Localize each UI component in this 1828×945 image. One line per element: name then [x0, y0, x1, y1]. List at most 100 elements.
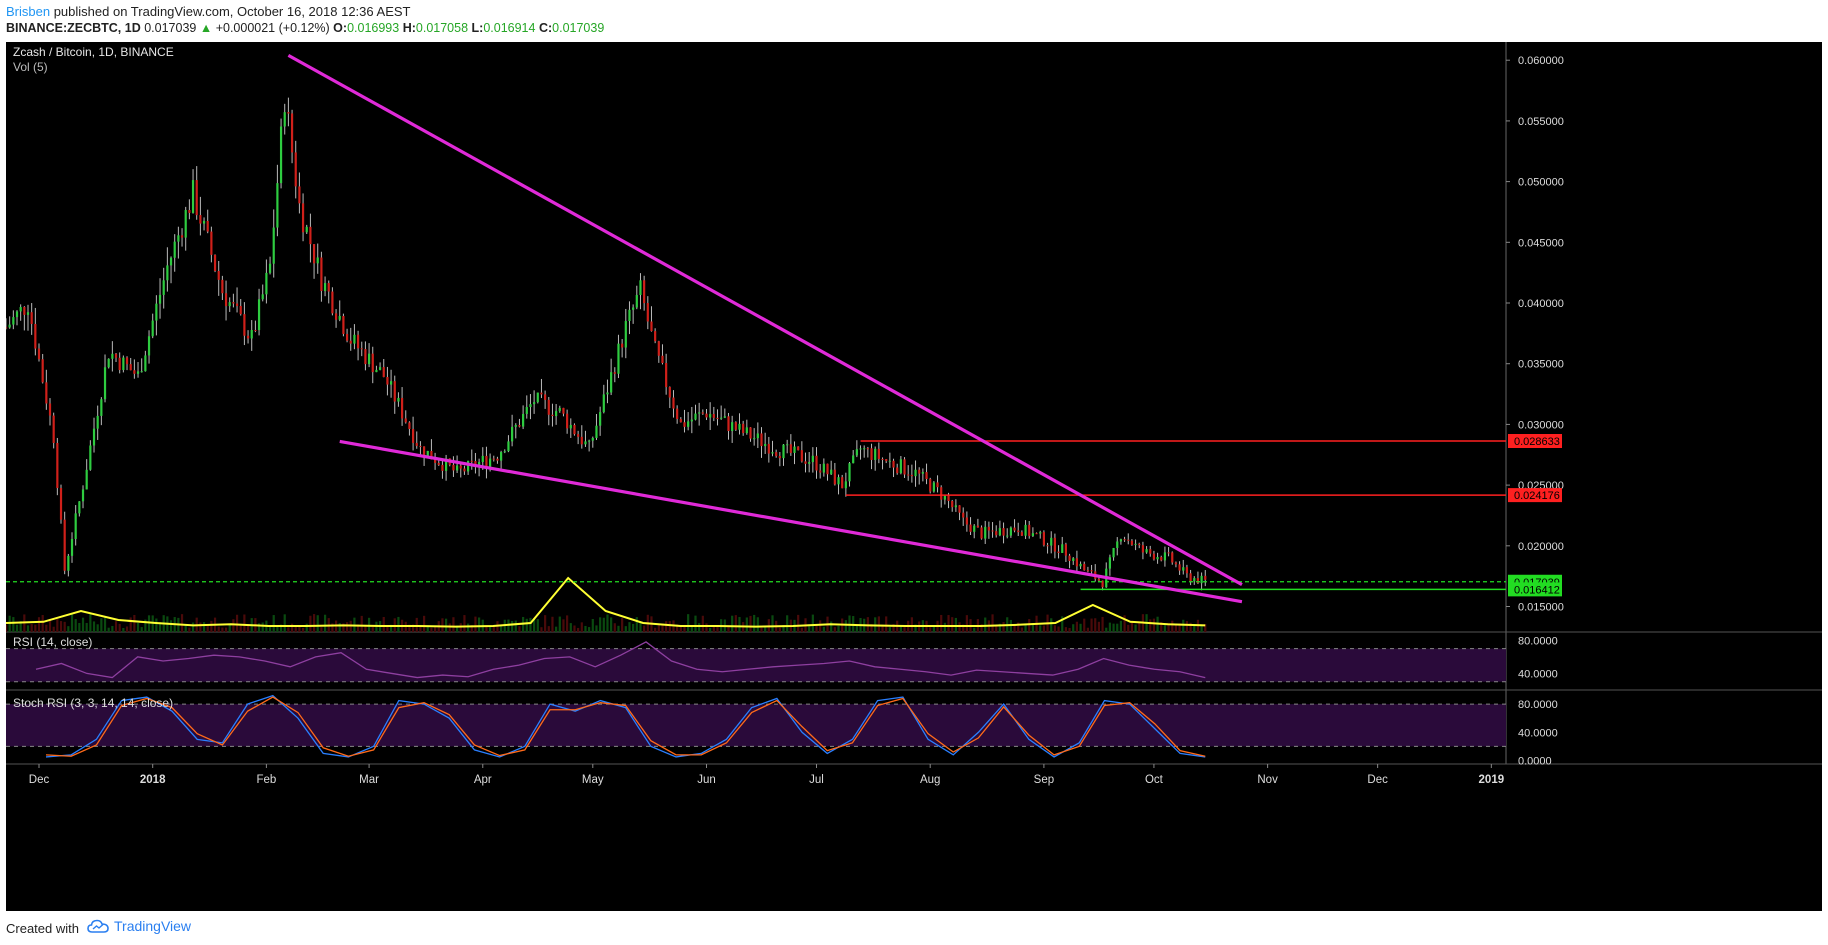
- candle-body: [485, 455, 488, 468]
- candle-body: [855, 449, 858, 456]
- candle-body: [694, 413, 697, 420]
- rsi-tick-label: 80.0000: [1518, 635, 1558, 647]
- volume-bar: [1130, 621, 1134, 632]
- volume-bar: [540, 627, 543, 632]
- volume-bar: [500, 625, 503, 632]
- candle-body: [1068, 555, 1071, 561]
- volume-bar: [371, 627, 374, 632]
- x-tick-label: 2019: [1479, 774, 1505, 786]
- candle-body: [522, 413, 525, 427]
- candle-body: [753, 438, 756, 440]
- up-arrow-icon: ▲: [199, 21, 213, 35]
- volume-bar: [316, 615, 319, 632]
- volume-bar: [41, 615, 44, 632]
- candle-body: [918, 469, 921, 474]
- candle-body: [643, 280, 646, 304]
- chart-header: Brisben published on TradingView.com, Oc…: [0, 0, 1828, 42]
- volume-bar: [408, 624, 411, 632]
- volume-bar: [199, 622, 202, 632]
- candle-body: [397, 397, 400, 402]
- candle-body: [151, 320, 154, 337]
- volume-bar: [602, 617, 605, 632]
- price-label: 0.016412: [1514, 584, 1560, 596]
- y-tick-label: 0.035000: [1518, 359, 1564, 371]
- candle-body: [621, 343, 624, 348]
- candle-body: [301, 203, 305, 233]
- price-panel-title: Zcash / Bitcoin, 1D, BINANCE: [13, 45, 174, 59]
- candle-body: [712, 414, 715, 418]
- candle-body: [1193, 578, 1196, 582]
- candle-body: [202, 220, 206, 224]
- author-link[interactable]: Brisben: [6, 4, 51, 19]
- volume-bar: [709, 627, 712, 632]
- candle-body: [544, 394, 547, 400]
- volume-bar: [419, 626, 422, 632]
- candle-body: [382, 367, 385, 378]
- candle-body: [23, 306, 26, 315]
- volume-bar: [639, 622, 642, 632]
- candle-body: [360, 348, 363, 350]
- candle-body: [1072, 558, 1075, 561]
- volume-bar: [657, 623, 660, 632]
- volume-bar: [441, 618, 444, 632]
- candle-body: [184, 210, 187, 238]
- volume-bar: [1072, 624, 1075, 632]
- x-tick-label: Dec: [29, 774, 50, 786]
- volume-bar: [125, 626, 129, 632]
- x-tick-label: 2018: [140, 774, 166, 786]
- candle-body: [899, 459, 902, 474]
- volume-bar: [1182, 619, 1185, 632]
- candle-body: [356, 334, 360, 349]
- volume-bar: [147, 615, 151, 632]
- candle-body: [870, 448, 873, 460]
- stoch-d-line: [45, 696, 1206, 757]
- candle-body: [995, 531, 998, 536]
- volume-bar: [914, 624, 917, 632]
- volume-bar: [184, 625, 187, 632]
- candle-body: [885, 459, 888, 462]
- volume-bar: [511, 620, 514, 632]
- volume-bar: [514, 620, 517, 632]
- tradingview-brand[interactable]: TradingView: [87, 918, 191, 934]
- volume-bar: [1189, 622, 1192, 632]
- volume-bar: [103, 616, 107, 632]
- volume-bar: [580, 622, 583, 632]
- candle-body: [85, 469, 88, 490]
- candle-body: [701, 412, 704, 414]
- volume-bar: [107, 627, 110, 632]
- volume-bar: [881, 624, 884, 632]
- candle-body: [342, 316, 345, 334]
- volume-bar: [745, 617, 748, 632]
- candle-body: [1024, 524, 1027, 536]
- volume-bar: [1174, 624, 1178, 632]
- candle-body: [980, 527, 983, 539]
- volume-bar: [342, 623, 345, 632]
- chart-canvas[interactable]: 0.060000 0.055000 0.050000 0.045000 0.040000…: [4, 42, 1822, 911]
- volume-bar: [654, 627, 657, 632]
- volume-bar: [984, 617, 987, 632]
- volume-bar: [1002, 622, 1005, 632]
- candle-body: [679, 418, 682, 423]
- candle-body: [217, 271, 220, 280]
- candle-body: [595, 425, 598, 438]
- candle-body: [518, 425, 521, 427]
- volume-bar: [947, 615, 950, 632]
- chart-area[interactable]: 0.060000 0.055000 0.050000 0.045000 0.040000…: [4, 42, 1822, 911]
- x-tick-label: Feb: [256, 774, 276, 786]
- candle-body: [1127, 539, 1130, 541]
- candle-body: [954, 505, 957, 508]
- candle-body: [848, 463, 851, 482]
- candle-body: [45, 382, 48, 404]
- volume-bar: [158, 622, 162, 632]
- candle-body: [709, 414, 712, 418]
- candle-body: [191, 180, 195, 213]
- volume-bar: [756, 617, 759, 632]
- volume-bar: [555, 626, 558, 632]
- candle-body: [602, 394, 605, 413]
- volume-bar: [430, 627, 433, 632]
- high-label: H:: [402, 21, 416, 35]
- candle-body: [1039, 532, 1042, 534]
- volume-bar: [188, 627, 191, 632]
- volume-bar: [1149, 619, 1152, 632]
- candle-body: [984, 526, 987, 539]
